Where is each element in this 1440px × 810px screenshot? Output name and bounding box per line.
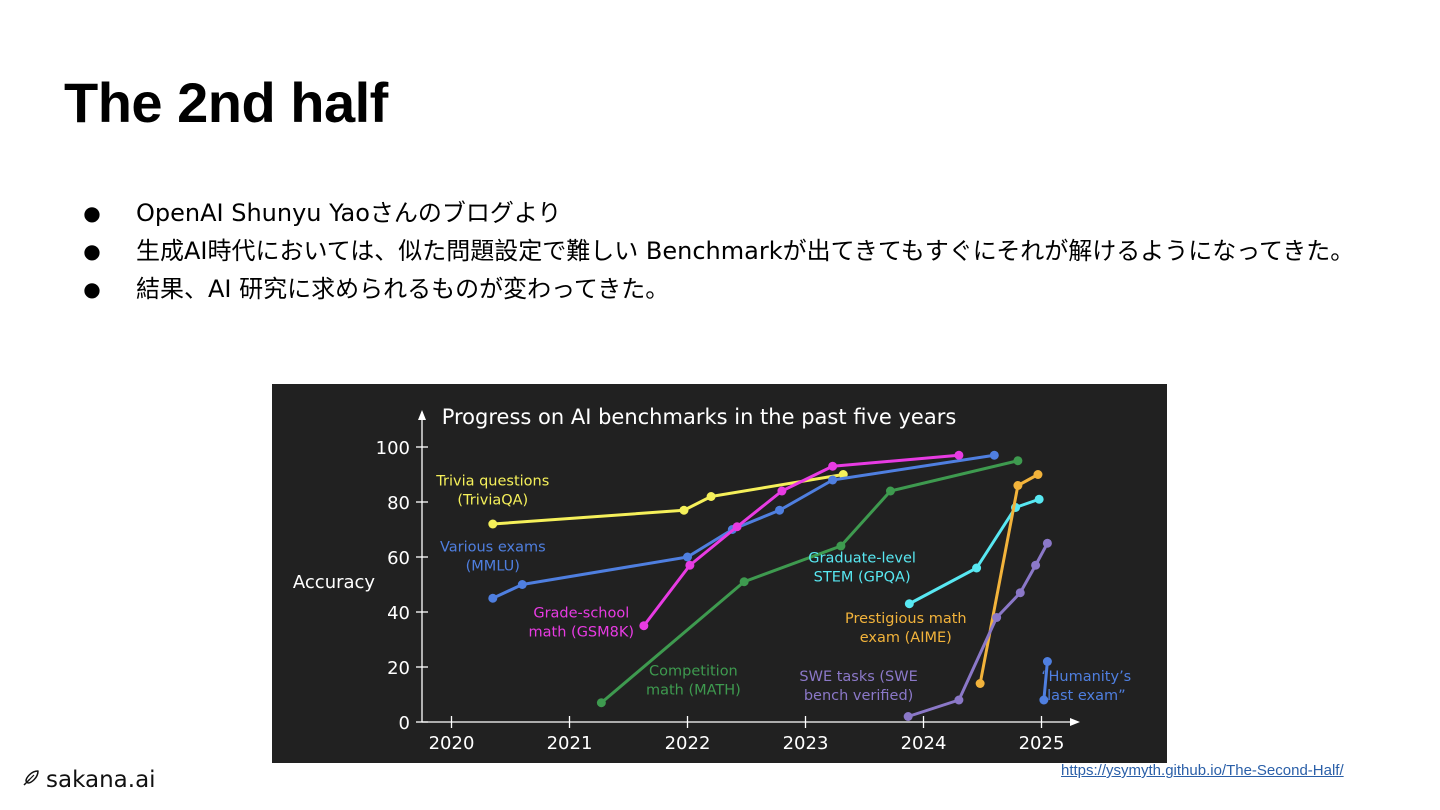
data-point <box>488 519 498 529</box>
chart-canvas: Progress on AI benchmarks in the past fi… <box>293 405 1131 754</box>
series-label: last exam” <box>1047 688 1126 704</box>
bullet-list: ● OpenAI Shunyu Yaoさんのブログより ● 生成AI時代において… <box>82 194 1372 308</box>
series-label: Trivia questions <box>435 474 549 490</box>
y-tick-label: 20 <box>387 658 410 679</box>
series-label: bench verified) <box>804 688 914 704</box>
series-line <box>907 497 1041 606</box>
data-point <box>954 695 964 705</box>
data-point <box>975 679 985 688</box>
y-tick-label: 100 <box>376 438 410 459</box>
bullet-marker: ● <box>83 277 101 301</box>
series-label: (TriviaQA) <box>457 493 528 509</box>
bullet-item: ● 生成AI時代においては、似た問題設定で難しい Benchmarkが出てきても… <box>82 232 1372 270</box>
data-point <box>683 552 692 562</box>
bullet-text: 生成AI時代においては、似た問題設定で難しい Benchmarkが出てきてもすぐ… <box>136 237 1355 265</box>
x-tick-label: 2021 <box>547 733 593 754</box>
data-point <box>904 599 914 609</box>
fish-icon <box>22 767 40 793</box>
series-line <box>642 453 961 628</box>
bullet-text: OpenAI Shunyu Yaoさんのブログより <box>136 199 562 227</box>
series-label: exam (AIME) <box>860 630 952 646</box>
data-point <box>1013 456 1023 466</box>
data-point <box>972 563 982 573</box>
series-label: math (GSM8K) <box>529 625 635 641</box>
x-tick-label: 2022 <box>665 733 711 754</box>
chart-title: Progress on AI benchmarks in the past fi… <box>442 405 957 429</box>
logo-text: sakana.ai <box>46 767 156 793</box>
y-tick-label: 40 <box>387 603 410 624</box>
series-label: (MMLU) <box>466 559 520 575</box>
y-tick-label: 0 <box>399 713 410 734</box>
data-point <box>1034 494 1044 504</box>
data-point <box>706 492 716 501</box>
y-tick-label: 60 <box>387 548 410 569</box>
data-point <box>954 450 964 460</box>
x-tick-label: 2024 <box>901 733 947 754</box>
bullet-marker: ● <box>83 201 101 225</box>
benchmark-chart: Progress on AI benchmarks in the past fi… <box>272 384 1167 763</box>
data-point <box>885 486 895 496</box>
series-line <box>491 473 845 526</box>
data-point <box>732 522 742 532</box>
data-point <box>828 461 838 471</box>
y-axis-arrow <box>418 410 426 420</box>
data-point <box>836 541 846 551</box>
data-point <box>685 560 695 570</box>
x-tick-label: 2025 <box>1019 733 1065 754</box>
data-point <box>488 593 498 603</box>
sakana-logo: sakana.ai <box>22 764 156 796</box>
series-label: math (MATH) <box>646 682 741 698</box>
source-link[interactable]: https://ysymyth.github.io/The-Second-Hal… <box>1061 762 1344 779</box>
series-label: “Humanity’s <box>1041 669 1131 685</box>
y-axis-label: Accuracy <box>293 572 376 593</box>
bullet-marker: ● <box>83 239 101 263</box>
bullet-item: ● 結果、AI 研究に求められるものが変わってきた。 <box>82 270 1372 308</box>
bullet-item: ● OpenAI Shunyu Yaoさんのブログより <box>82 194 1372 232</box>
series-label: STEM (GPQA) <box>814 570 911 586</box>
data-point <box>517 580 527 589</box>
series-label: Prestigious math <box>845 611 967 627</box>
data-point <box>1031 560 1041 570</box>
series-label: Various exams <box>440 540 546 556</box>
data-point <box>679 505 689 515</box>
y-tick-label: 80 <box>387 493 410 514</box>
data-point <box>989 450 999 460</box>
x-tick-label: 2020 <box>429 733 475 754</box>
series-line <box>491 453 996 600</box>
data-point <box>828 475 838 485</box>
series-line <box>1042 660 1049 702</box>
data-point <box>1042 538 1052 548</box>
data-point <box>1015 588 1025 598</box>
data-point <box>903 712 913 721</box>
data-point <box>1042 657 1052 666</box>
x-axis-arrow <box>1070 718 1080 726</box>
data-point <box>775 505 785 515</box>
slide-title: The 2nd half <box>64 71 388 134</box>
series-label: Competition <box>649 663 738 679</box>
bullet-text: 結果、AI 研究に求められるものが変わってきた。 <box>136 275 670 303</box>
data-point <box>777 486 787 496</box>
series-label: Grade-school <box>533 606 629 622</box>
x-tick-label: 2023 <box>783 733 829 754</box>
data-point <box>992 613 1002 622</box>
data-point <box>596 698 606 708</box>
data-point <box>1039 695 1049 705</box>
data-point <box>739 577 749 587</box>
data-point <box>1033 470 1043 479</box>
data-point <box>639 621 649 631</box>
series-label: Graduate-level <box>808 551 916 567</box>
data-point <box>1013 481 1023 490</box>
series-label: SWE tasks (SWE <box>799 669 917 685</box>
